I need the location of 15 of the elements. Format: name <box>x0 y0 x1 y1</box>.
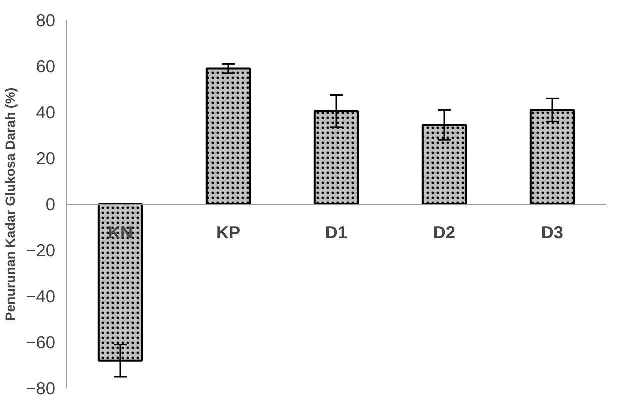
x-tick-label: KN <box>108 222 134 242</box>
y-tick-label: −60 <box>26 332 56 352</box>
y-tick-label: 0 <box>46 194 56 214</box>
y-tick-label: 40 <box>36 102 56 122</box>
x-tick-label: D2 <box>433 222 456 242</box>
y-tick-label: 80 <box>36 10 56 30</box>
y-axis-title: Penurunan Kadar Glukosa Darah (%) <box>3 88 18 322</box>
x-tick-label: D3 <box>541 222 564 242</box>
y-tick-label: −20 <box>26 240 56 260</box>
x-tick-label: KP <box>216 222 241 242</box>
y-tick-label: −40 <box>26 286 56 306</box>
y-tick-label: 60 <box>36 56 56 76</box>
x-tick-label: D1 <box>325 222 348 242</box>
y-tick-label: 20 <box>36 148 56 168</box>
y-tick-label: −80 <box>26 378 56 398</box>
